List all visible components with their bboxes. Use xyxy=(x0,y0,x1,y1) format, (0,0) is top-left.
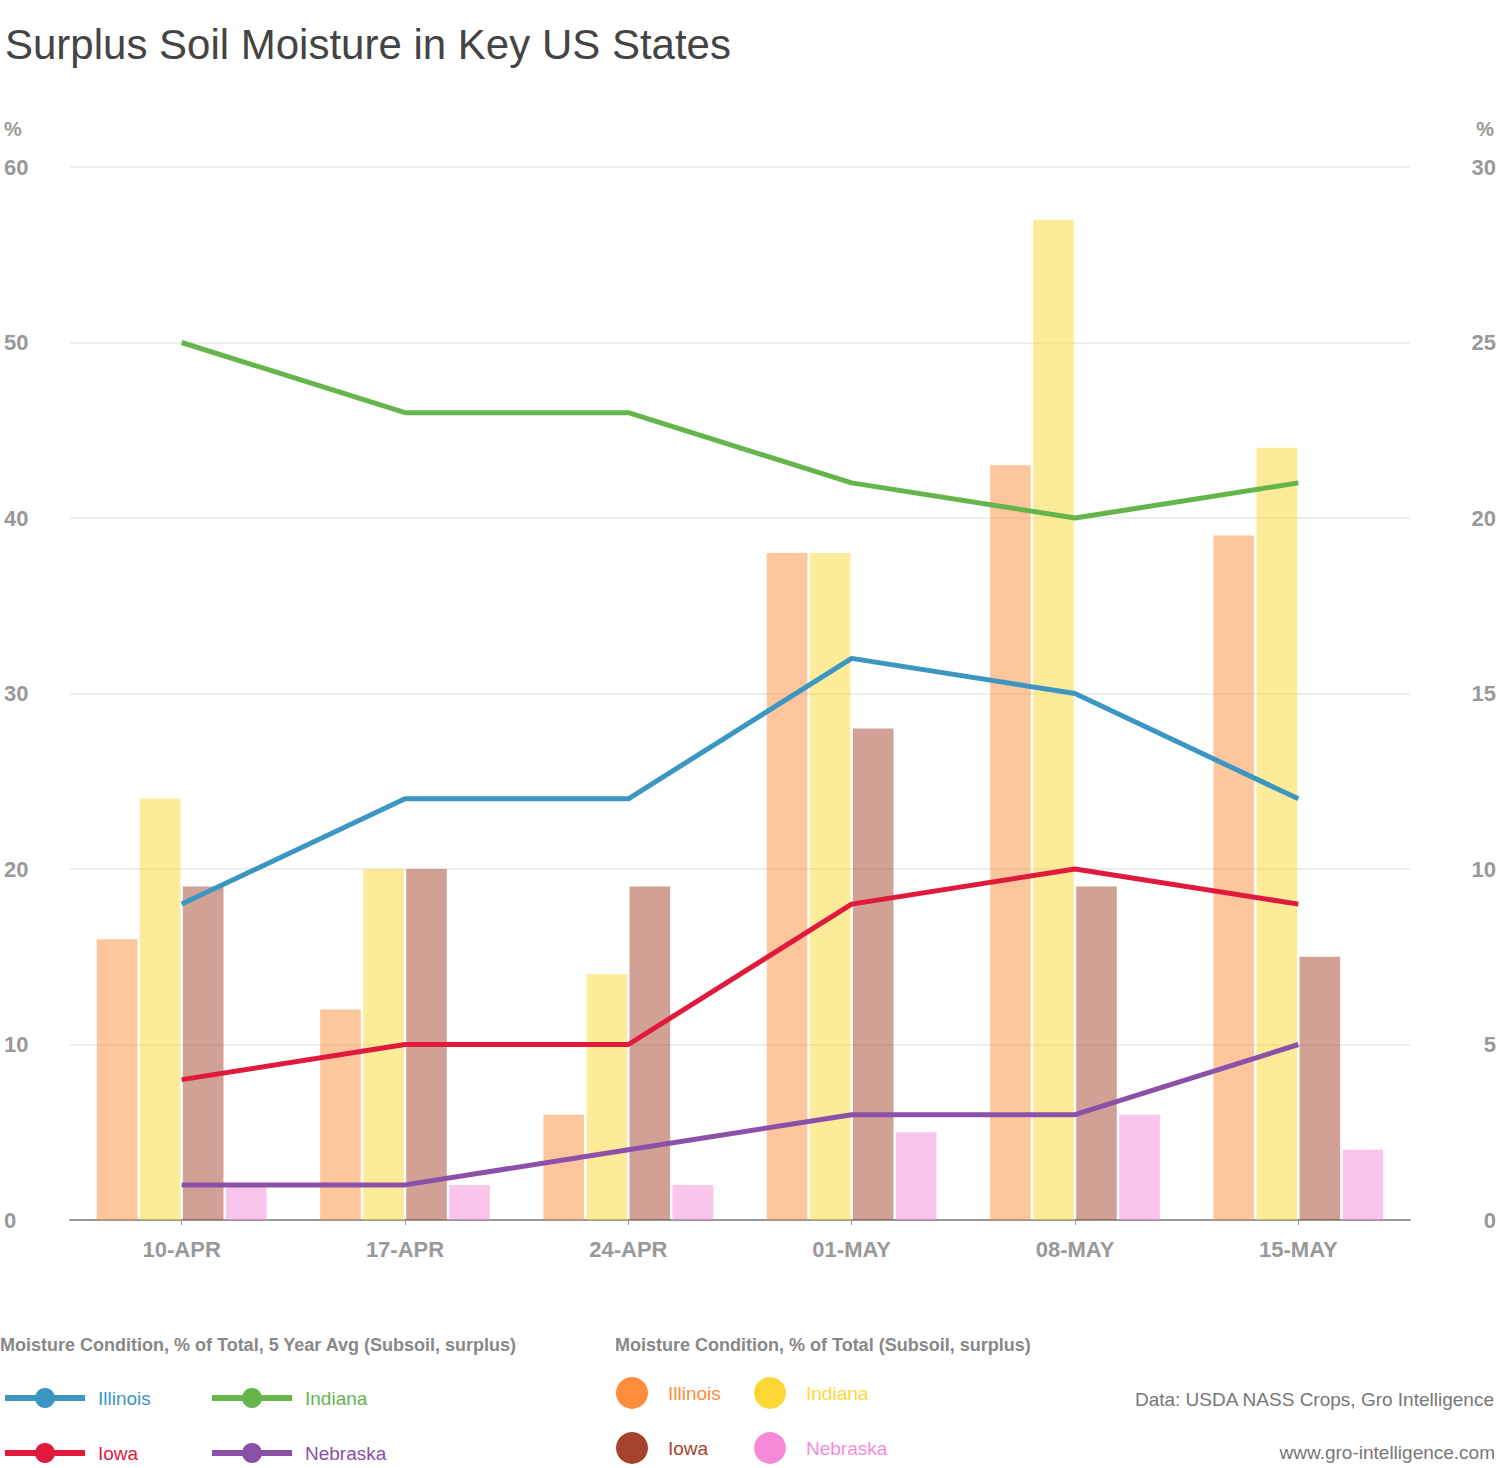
svg-text:0: 0 xyxy=(1484,1208,1496,1233)
svg-text:08-MAY: 08-MAY xyxy=(1036,1237,1115,1262)
svg-text:17-APR: 17-APR xyxy=(366,1237,444,1262)
svg-text:20: 20 xyxy=(1472,506,1496,531)
svg-text:60: 60 xyxy=(4,155,28,180)
svg-text:Data: USDA NASS Crops, Gro Int: Data: USDA NASS Crops, Gro Intelligence xyxy=(1135,1389,1494,1410)
svg-text:%: % xyxy=(4,118,22,140)
svg-text:Illinois: Illinois xyxy=(98,1388,151,1409)
svg-text:Iowa: Iowa xyxy=(98,1443,139,1464)
svg-text:Moisture Condition, % of Total: Moisture Condition, % of Total, 5 Year A… xyxy=(0,1335,516,1355)
svg-text:Indiana: Indiana xyxy=(305,1388,368,1409)
svg-text:30: 30 xyxy=(1472,155,1496,180)
svg-text:Nebraska: Nebraska xyxy=(806,1438,888,1459)
svg-text:25: 25 xyxy=(1472,330,1496,355)
svg-text:Moisture Condition, % of Total: Moisture Condition, % of Total (Subsoil,… xyxy=(615,1335,1031,1355)
svg-text:10: 10 xyxy=(4,1032,28,1057)
svg-text:30: 30 xyxy=(4,681,28,706)
svg-text:40: 40 xyxy=(4,506,28,531)
svg-text:24-APR: 24-APR xyxy=(589,1237,667,1262)
svg-text:15: 15 xyxy=(1472,681,1496,706)
svg-text:10-APR: 10-APR xyxy=(143,1237,221,1262)
svg-text:Nebraska: Nebraska xyxy=(305,1443,387,1464)
svg-text:01-MAY: 01-MAY xyxy=(812,1237,891,1262)
svg-text:0: 0 xyxy=(4,1208,16,1233)
svg-text:www.gro-intelligence.com: www.gro-intelligence.com xyxy=(1279,1442,1495,1463)
svg-text:15-MAY: 15-MAY xyxy=(1259,1237,1338,1262)
svg-text:20: 20 xyxy=(4,857,28,882)
svg-text:Indiana: Indiana xyxy=(806,1383,869,1404)
svg-text:Iowa: Iowa xyxy=(668,1438,709,1459)
svg-text:Illinois: Illinois xyxy=(668,1383,721,1404)
svg-text:50: 50 xyxy=(4,330,28,355)
svg-text:10: 10 xyxy=(1472,857,1496,882)
svg-text:Surplus Soil Moisture in Key U: Surplus Soil Moisture in Key US States xyxy=(5,21,731,68)
svg-text:%: % xyxy=(1476,118,1494,140)
svg-text:5: 5 xyxy=(1484,1032,1496,1057)
